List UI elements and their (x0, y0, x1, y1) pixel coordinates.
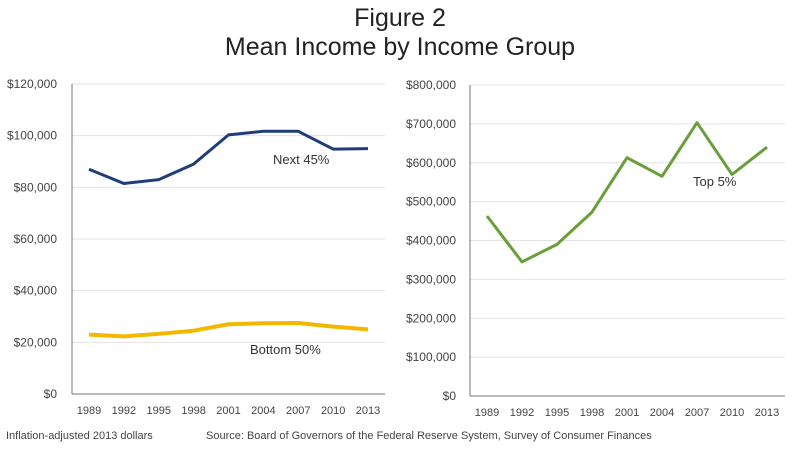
y-tick-label: $300,000 (406, 272, 456, 286)
x-tick-label: 2010 (720, 407, 744, 419)
figure-title: Figure 2 (354, 4, 446, 32)
figure-subtitle: Mean Income by Income Group (224, 33, 576, 61)
footnote-units: Inflation-adjusted 2013 dollars (6, 430, 153, 442)
x-tick-label: 2013 (356, 405, 380, 417)
y-tick-label: $40,000 (14, 284, 58, 298)
x-tick-label: 2004 (650, 407, 674, 419)
x-tick-label: 1989 (475, 407, 499, 419)
x-tick-label: 2007 (685, 407, 709, 419)
x-tick-label: 2013 (755, 407, 779, 419)
y-tick-label: $120,000 (7, 77, 57, 91)
y-tick-label: $400,000 (406, 234, 456, 248)
series-line-bottom-50- (88, 320, 369, 339)
x-tick-label: 1995 (545, 407, 569, 419)
series-line-top-5- (485, 121, 768, 264)
footnote-source: Source: Board of Governors of the Federa… (206, 430, 652, 442)
x-tick-label: 1998 (580, 407, 604, 419)
y-tick-label: $100,000 (406, 350, 456, 364)
x-tick-label: 2010 (321, 405, 345, 417)
y-tick-label: $0 (44, 387, 58, 401)
y-tick-label: $0 (443, 389, 457, 403)
x-tick-label: 2007 (286, 405, 310, 417)
x-tick-label: 1992 (510, 407, 534, 419)
series-label: Next 45% (273, 152, 330, 167)
y-tick-label: $100,000 (7, 129, 57, 143)
x-tick-label: 2001 (615, 407, 639, 419)
y-tick-label: $500,000 (406, 195, 456, 209)
y-tick-label: $60,000 (14, 232, 58, 246)
x-tick-label: 2004 (251, 405, 275, 417)
y-tick-label: $600,000 (406, 156, 456, 170)
y-tick-label: $20,000 (14, 335, 58, 349)
x-tick-label: 1992 (112, 405, 136, 417)
x-tick-label: 1995 (147, 405, 171, 417)
x-tick-label: 1989 (77, 405, 101, 417)
y-tick-label: $800,000 (406, 78, 456, 92)
series-label: Top 5% (693, 174, 737, 189)
y-tick-label: $700,000 (406, 117, 456, 131)
y-tick-label: $200,000 (406, 311, 456, 325)
y-tick-label: $80,000 (14, 180, 58, 194)
x-tick-label: 1998 (181, 405, 205, 417)
series-label: Bottom 50% (250, 342, 321, 357)
x-tick-label: 2001 (216, 405, 240, 417)
